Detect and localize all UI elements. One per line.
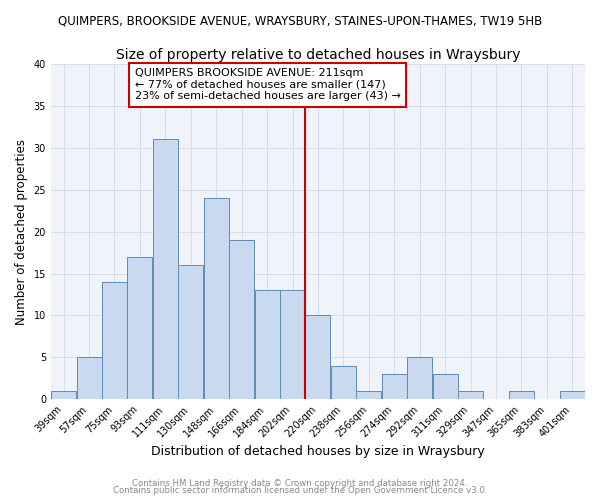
Text: Contains public sector information licensed under the Open Government Licence v3: Contains public sector information licen… [113, 486, 487, 495]
Bar [356, 391, 381, 399]
Bar [407, 358, 432, 399]
Bar [254, 290, 280, 399]
Bar [280, 290, 305, 399]
Bar [509, 391, 534, 399]
Text: QUIMPERS, BROOKSIDE AVENUE, WRAYSBURY, STAINES-UPON-THAMES, TW19 5HB: QUIMPERS, BROOKSIDE AVENUE, WRAYSBURY, S… [58, 15, 542, 28]
Text: QUIMPERS BROOKSIDE AVENUE: 211sqm
← 77% of detached houses are smaller (147)
23%: QUIMPERS BROOKSIDE AVENUE: 211sqm ← 77% … [135, 68, 401, 102]
Bar [331, 366, 356, 399]
X-axis label: Distribution of detached houses by size in Wraysbury: Distribution of detached houses by size … [151, 444, 485, 458]
Bar [433, 374, 458, 399]
Text: Contains HM Land Registry data © Crown copyright and database right 2024.: Contains HM Land Registry data © Crown c… [132, 478, 468, 488]
Bar [127, 256, 152, 399]
Bar [51, 391, 76, 399]
Bar [178, 265, 203, 399]
Bar [382, 374, 407, 399]
Bar [102, 282, 127, 399]
Title: Size of property relative to detached houses in Wraysbury: Size of property relative to detached ho… [116, 48, 520, 62]
Bar [77, 358, 101, 399]
Bar [204, 198, 229, 399]
Y-axis label: Number of detached properties: Number of detached properties [15, 138, 28, 324]
Bar [458, 391, 483, 399]
Bar [153, 140, 178, 399]
Bar [305, 316, 331, 399]
Bar [560, 391, 585, 399]
Bar [229, 240, 254, 399]
